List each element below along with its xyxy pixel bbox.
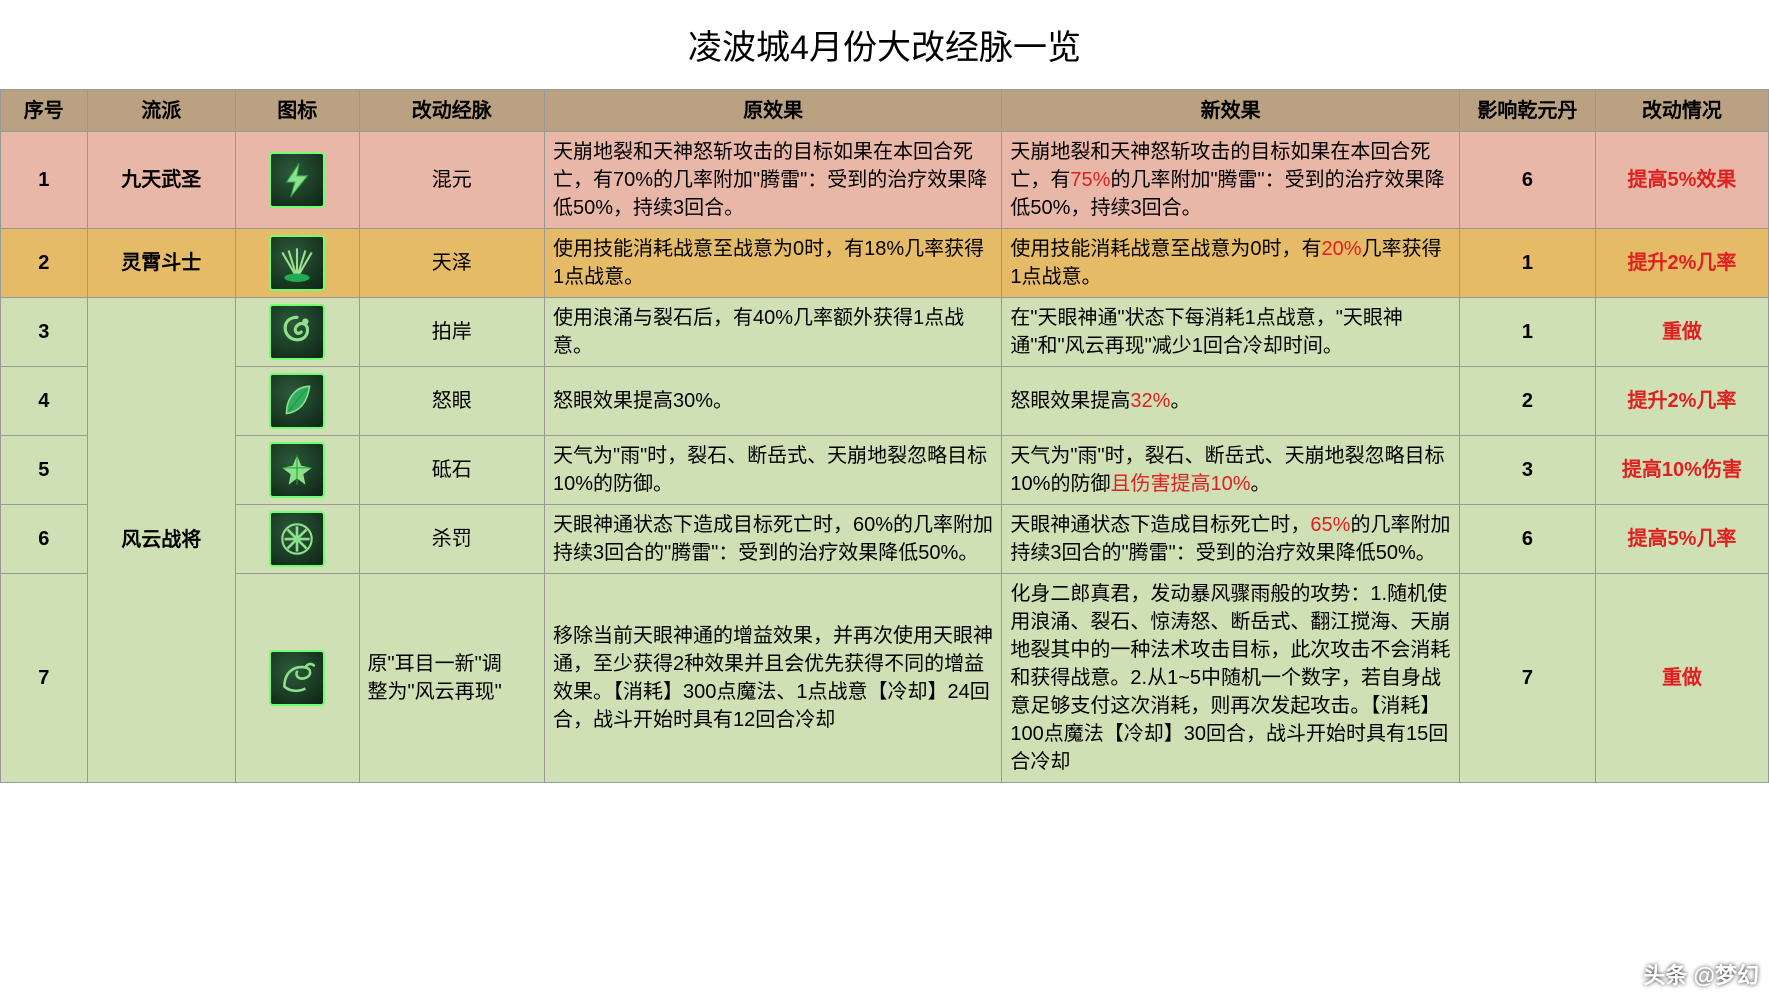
cell-orig: 使用技能消耗战意至战意为0时，有18%几率获得1点战意。 [544,229,1001,298]
cell-orig: 移除当前天眼神通的增益效果，并再次使用天眼神通，至少获得2种效果并且会优先获得不… [544,574,1001,783]
table-row: 5 砥石 天气为"雨"时，裂石、断岳式、天崩地裂忽略目标10%的防御。 天气为"… [1,436,1769,505]
cell-orig: 天崩地裂和天神怒斩攻击的目标如果在本回合死亡，有70%的几率附加"腾雷"：受到的… [544,132,1001,229]
cell-icon [235,229,359,298]
table-row: 1 九天武圣 混元 天崩地裂和天神怒斩攻击的目标如果在本回合死亡，有70%的几率… [1,132,1769,229]
cell-change: 重做 [1595,574,1768,783]
cell-qyd: 1 [1459,298,1595,367]
cell-change: 提升2%几率 [1595,229,1768,298]
cell-skill: 天泽 [359,229,544,298]
cell-qyd: 3 [1459,436,1595,505]
cell-school-merged: 风云战将 [87,298,235,783]
cell-qyd: 6 [1459,132,1595,229]
cell-change: 提升2%几率 [1595,367,1768,436]
cell-orig: 使用浪涌与裂石后，有40%几率额外获得1点战意。 [544,298,1001,367]
cell-change: 提高10%伤害 [1595,436,1768,505]
cell-idx: 2 [1,229,88,298]
col-new: 新效果 [1002,90,1459,132]
cell-qyd: 2 [1459,367,1595,436]
cell-skill: 杀罚 [359,505,544,574]
skill-change-table: 序号 流派 图标 改动经脉 原效果 新效果 影响乾元丹 改动情况 1 九天武圣 … [0,89,1769,783]
table-row: 4 怒眼 怒眼效果提高30%。 怒眼效果提高32%。 2 提升2%几率 [1,367,1769,436]
col-qyd: 影响乾元丹 [1459,90,1595,132]
cell-skill: 怒眼 [359,367,544,436]
cell-skill: 混元 [359,132,544,229]
cell-new: 化身二郎真君，发动暴风骤雨般的攻势：1.随机使用浪涌、裂石、惊涛怒、断岳式、翻江… [1002,574,1459,783]
col-school: 流派 [87,90,235,132]
cell-change: 提高5%几率 [1595,505,1768,574]
cell-idx: 7 [1,574,88,783]
cell-orig: 天眼神通状态下造成目标死亡时，60%的几率附加持续3回合的"腾雷"：受到的治疗效… [544,505,1001,574]
cell-icon [235,436,359,505]
cell-change: 重做 [1595,298,1768,367]
watermark-text: 头条 @梦幻 [1643,958,1759,990]
col-idx: 序号 [1,90,88,132]
cell-qyd: 7 [1459,574,1595,783]
cell-icon [235,298,359,367]
cell-new: 天眼神通状态下造成目标死亡时，65%的几率附加持续3回合的"腾雷"：受到的治疗效… [1002,505,1459,574]
col-change: 改动情况 [1595,90,1768,132]
col-icon: 图标 [235,90,359,132]
cell-qyd: 6 [1459,505,1595,574]
cell-skill: 拍岸 [359,298,544,367]
cell-idx: 3 [1,298,88,367]
cell-icon [235,132,359,229]
cell-icon [235,367,359,436]
col-skill: 改动经脉 [359,90,544,132]
cell-icon [235,505,359,574]
leaf-icon [269,373,325,429]
swirl-icon [269,304,325,360]
shatter-icon [269,442,325,498]
cell-new: 天崩地裂和天神怒斩攻击的目标如果在本回合死亡，有75%的几率附加"腾雷"：受到的… [1002,132,1459,229]
rays-icon [269,235,325,291]
table-row: 7 原"耳目一新"调整为"风云再现" 移除当前天眼神通的增益效果，并再次使用天眼… [1,574,1769,783]
cell-school: 九天武圣 [87,132,235,229]
cell-skill: 原"耳目一新"调整为"风云再现" [359,574,544,783]
page-title: 凌波城4月份大改经脉一览 [0,0,1769,89]
dragon-icon [269,650,325,706]
burst-icon [269,511,325,567]
cell-new: 使用技能消耗战意至战意为0时，有20%几率获得1点战意。 [1002,229,1459,298]
cell-icon [235,574,359,783]
bolt-icon [269,152,325,208]
table-header-row: 序号 流派 图标 改动经脉 原效果 新效果 影响乾元丹 改动情况 [1,90,1769,132]
cell-idx: 6 [1,505,88,574]
cell-idx: 4 [1,367,88,436]
cell-new: 在"天眼神通"状态下每消耗1点战意，"天眼神通"和"风云再现"减少1回合冷却时间… [1002,298,1459,367]
col-orig: 原效果 [544,90,1001,132]
cell-idx: 1 [1,132,88,229]
cell-orig: 怒眼效果提高30%。 [544,367,1001,436]
table-row: 3 风云战将 拍岸 使用浪涌与裂石后，有40%几率额外获得1点战意。 在"天眼神… [1,298,1769,367]
table-row: 6 杀罚 天眼神通状态下造成目标死亡时，60%的几率附加持续3回合的"腾雷"：受… [1,505,1769,574]
cell-orig: 天气为"雨"时，裂石、断岳式、天崩地裂忽略目标10%的防御。 [544,436,1001,505]
table-row: 2 灵霄斗士 天泽 使用技能消耗战意至战意为0时，有18%几率获得1点战意。 使… [1,229,1769,298]
cell-new: 天气为"雨"时，裂石、断岳式、天崩地裂忽略目标10%的防御且伤害提高10%。 [1002,436,1459,505]
cell-idx: 5 [1,436,88,505]
cell-new: 怒眼效果提高32%。 [1002,367,1459,436]
cell-change: 提高5%效果 [1595,132,1768,229]
cell-skill: 砥石 [359,436,544,505]
cell-school: 灵霄斗士 [87,229,235,298]
cell-qyd: 1 [1459,229,1595,298]
